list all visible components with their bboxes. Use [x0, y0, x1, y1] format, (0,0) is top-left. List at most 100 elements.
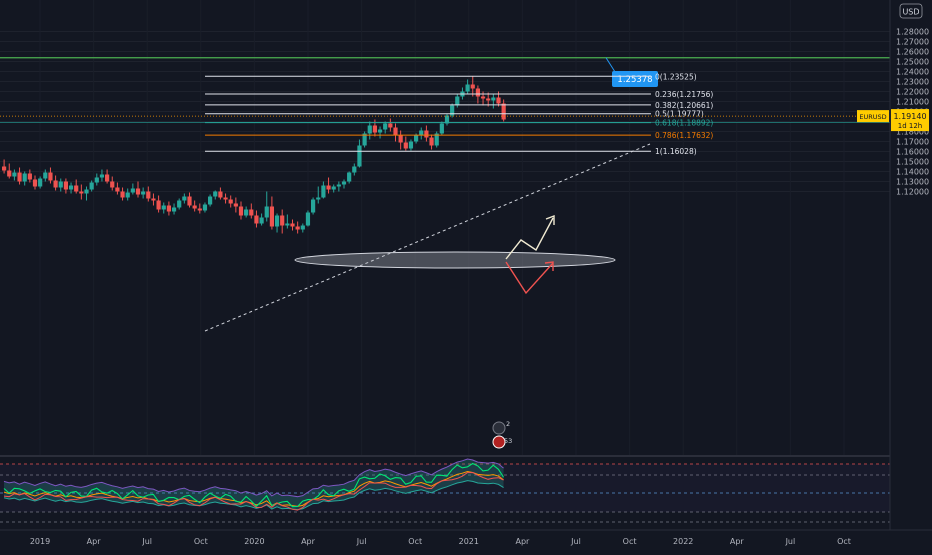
bearish-candle [393, 123, 398, 142]
bullish-candle [38, 176, 43, 189]
time-tick-label: Oct [837, 537, 851, 546]
bullish-candle [347, 171, 352, 184]
candle-body [424, 130, 429, 138]
bullish-candle [357, 139, 362, 168]
candle-body [434, 133, 439, 146]
time-tick-label: Apr [87, 537, 102, 546]
candle-body [305, 212, 311, 226]
bearish-candle [135, 181, 141, 198]
candle-body [331, 186, 336, 190]
bullish-candle [434, 131, 439, 148]
bearish-candle [151, 193, 156, 206]
bearish-candle [223, 193, 228, 204]
bearish-candle [249, 203, 254, 219]
candle-body [120, 191, 125, 198]
bearish-candle [475, 85, 480, 104]
time-tick-label: Apr [730, 537, 745, 546]
candle-body [27, 173, 32, 180]
currency-badge[interactable]: USD [899, 3, 923, 19]
bullish-candle [68, 182, 74, 194]
candle-body [285, 223, 290, 226]
price-scale[interactable]: 1.280001.270001.260001.250001.240001.230… [891, 28, 929, 197]
fib-level-0.236: 0.236(1.21756) [205, 90, 713, 99]
price-tick-label: 1.22000 [896, 88, 929, 97]
candle-body [84, 189, 89, 194]
candle-body [130, 188, 135, 193]
price-tick-label: 1.16000 [896, 148, 929, 157]
price-tick-label: 1.28000 [896, 28, 929, 37]
bearish-candle [280, 209, 285, 234]
bearish-candle [192, 200, 197, 212]
time-tick-label: 2020 [244, 537, 264, 546]
bearish-path-arrow [505, 261, 554, 295]
dividend-count: 53 [504, 437, 512, 445]
candle-body [2, 166, 7, 171]
bearish-candle [470, 76, 475, 97]
candle-body [439, 123, 444, 134]
candle-body [393, 127, 398, 136]
candle-body [141, 191, 146, 195]
bearish-candle [32, 175, 38, 190]
bullish-path-arrow [505, 217, 554, 260]
bullish-candle [177, 198, 182, 210]
candle-body [74, 185, 79, 192]
bearish-candle [486, 92, 491, 107]
candle-body [7, 170, 12, 177]
bullish-candle [244, 206, 249, 218]
price-tick-label: 1.15000 [896, 158, 929, 167]
candle-body [357, 145, 362, 167]
current-price-box [891, 109, 929, 132]
candle-body [491, 97, 496, 101]
fib-label: 0.382(1.20661) [655, 101, 713, 110]
candle-body [63, 181, 68, 190]
candle-body [300, 225, 305, 230]
candle-body [274, 215, 280, 227]
bearish-candle [326, 177, 331, 194]
bearish-candle [295, 221, 300, 234]
bearish-candle [156, 195, 161, 213]
bullish-candle [171, 203, 177, 215]
bullish-candle [259, 213, 264, 226]
fib-level-1: 1(1.16028) [205, 147, 697, 156]
price-tick-label: 1.23000 [896, 78, 929, 87]
fib-level-0: 0(1.23525) [205, 72, 697, 81]
candle-body [12, 172, 17, 177]
candle-body [465, 84, 470, 92]
fib-level-0.5: 0.5(1.19777) [205, 110, 704, 119]
candle-body [135, 188, 141, 195]
fib-label: 0.786(1.17632) [655, 131, 713, 140]
bearish-candle [501, 99, 506, 122]
candle-body [362, 133, 367, 146]
bullish-candle [491, 94, 496, 109]
time-tick-label: Apr [301, 537, 316, 546]
bearish-candle [254, 210, 259, 228]
drawings-layer[interactable]: EURUSD 2 53 [0, 110, 890, 449]
rsi-indicator-pane[interactable]: 80.0000040.00000 [0, 455, 932, 523]
fibonacci-retracement[interactable]: 0(1.23525)0.236(1.21756)0.382(1.20661)0.… [0, 72, 890, 156]
time-scale[interactable]: 2019 Apr Jul Oct 2020 Apr Jul Oct 2021 Apr Jul Oct 2… [30, 537, 851, 546]
candle-body [259, 217, 264, 224]
candle-body [233, 203, 238, 207]
bullish-candle [208, 194, 213, 207]
bullish-candle [94, 173, 99, 186]
bearish-candle [146, 186, 151, 202]
candle-body [326, 185, 331, 190]
bullish-candle [444, 113, 450, 126]
time-tick-label: Jul [570, 537, 581, 546]
candle-body [48, 172, 53, 181]
candles-layer [2, 76, 506, 234]
time-tick-label: Jul [785, 537, 796, 546]
candle-body [187, 196, 192, 206]
bullish-candle [285, 214, 290, 229]
bullish-candle [182, 193, 187, 204]
candle-body [254, 215, 259, 224]
symbol-tag-text: EURUSD [859, 113, 886, 121]
price-tick-label: 1.12000 [896, 188, 929, 197]
bullish-candle [43, 169, 48, 182]
support-zone-ellipse [294, 251, 616, 269]
price-tick-label: 1.21000 [896, 98, 929, 107]
candle-body [249, 209, 254, 216]
candle-body [501, 103, 506, 120]
